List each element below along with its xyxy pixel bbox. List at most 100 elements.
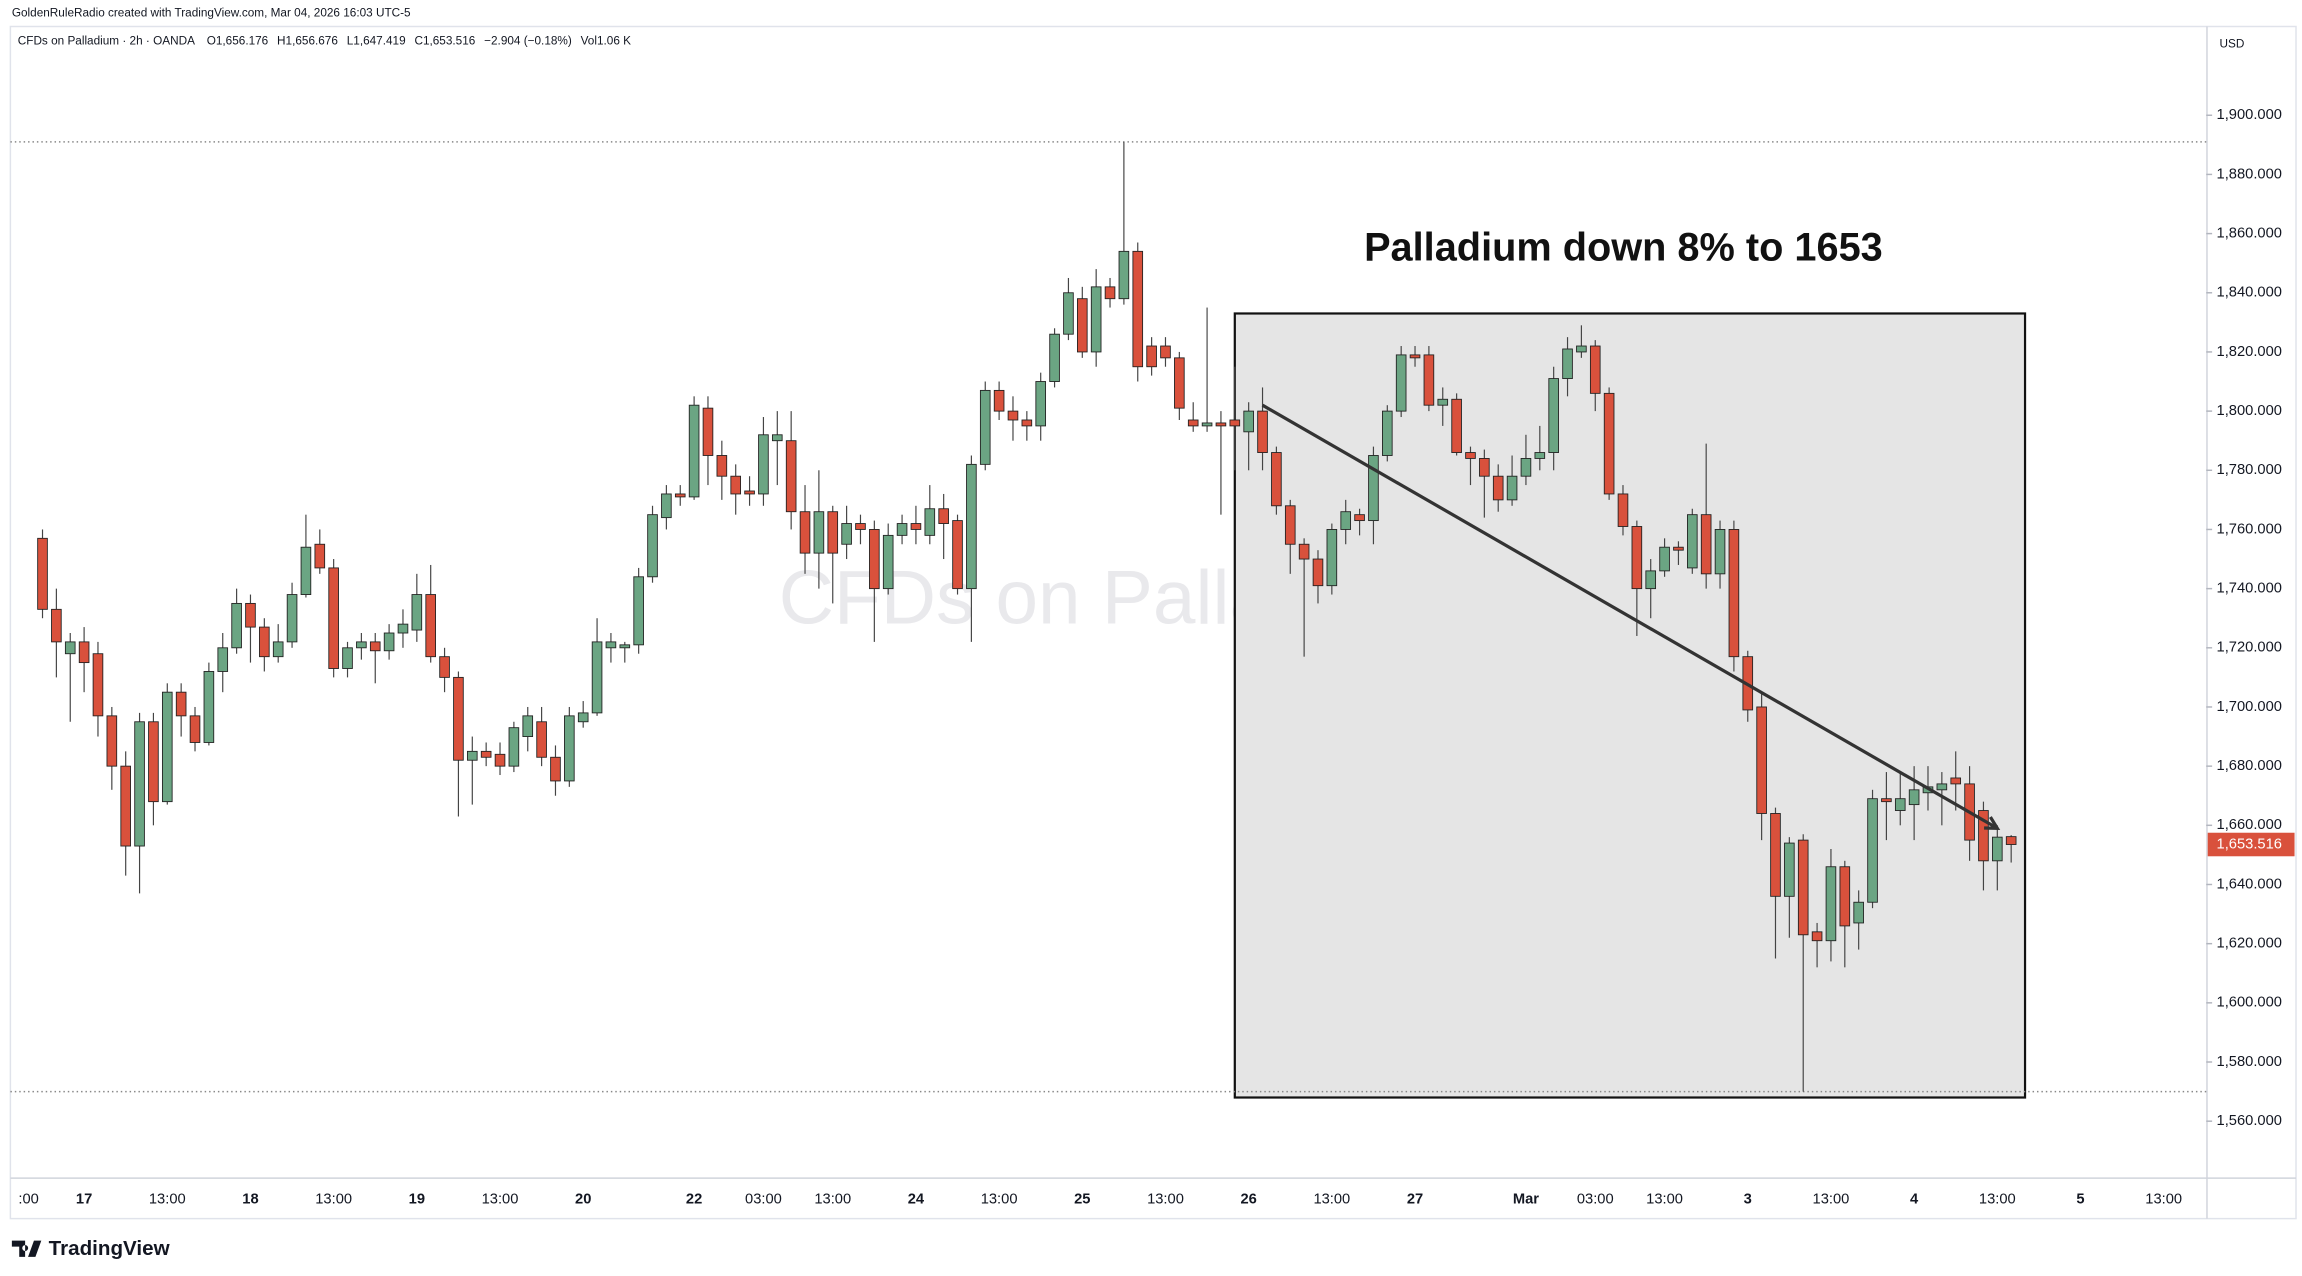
candle-body	[1700, 514, 1712, 575]
candle-body	[1437, 398, 1449, 406]
candle-body	[758, 434, 769, 495]
x-tick-label: 17	[76, 1191, 92, 1207]
trend-arrow	[1261, 403, 1999, 830]
candle-body	[286, 594, 298, 643]
candle-body	[1492, 475, 1504, 501]
y-tick-label: 1,760.000	[2217, 521, 2282, 537]
candle-body	[508, 727, 520, 767]
attribution: GoldenRuleRadio created with TradingView…	[12, 6, 411, 19]
y-tick-label: 1,620.000	[2217, 936, 2282, 952]
candle-body	[1562, 348, 1573, 380]
candle-body	[619, 644, 631, 649]
y-tick-label: 1,880.000	[2217, 166, 2282, 182]
x-tick-label: 18	[242, 1191, 258, 1207]
candle-body	[1506, 475, 1518, 501]
candle-body	[1243, 410, 1254, 433]
candle-body	[1451, 398, 1462, 453]
candle-body	[439, 656, 450, 678]
x-tick-label: Mar	[1513, 1191, 1539, 1207]
x-tick-label: 03:00	[745, 1191, 782, 1207]
candle-body	[1770, 813, 1781, 897]
candle-body	[369, 641, 381, 652]
ohlc-value: O1,656.176	[207, 34, 269, 47]
candle-body	[1853, 901, 1864, 924]
candle-body	[1049, 333, 1060, 382]
candle-body	[1797, 839, 1809, 936]
candle-body	[51, 608, 62, 643]
symbol: CFDs on Palladium · 2h · OANDA	[18, 34, 195, 47]
candle-body	[1409, 354, 1421, 359]
candle-body	[813, 511, 825, 554]
legend-header: CFDs on Palladium · 2h · OANDA O1,656.17…	[18, 34, 631, 47]
candle-body	[1368, 455, 1379, 522]
x-tick-label: 26	[1240, 1191, 1256, 1207]
y-tick-label: 1,720.000	[2217, 640, 2282, 656]
candle-body	[1894, 798, 1906, 811]
ohlc-value: L1,647.419	[347, 34, 406, 47]
candle-body	[869, 529, 880, 590]
candle-body	[217, 647, 229, 672]
chart-frame	[9, 25, 2297, 1220]
candle-body	[1284, 505, 1296, 545]
x-tick-label: 25	[1074, 1191, 1090, 1207]
candle-body	[1603, 392, 1615, 495]
candle-body	[1936, 783, 1948, 791]
x-tick-label: 13:00	[1813, 1191, 1850, 1207]
candle-body	[134, 721, 145, 847]
candle-body	[938, 508, 949, 524]
candle-body	[1312, 558, 1324, 587]
y-tick-label: 1,820.000	[2217, 344, 2282, 360]
y-tick-label: 1,660.000	[2217, 817, 2282, 833]
candle-body	[536, 721, 547, 758]
candle-body	[910, 523, 922, 530]
candle-body	[591, 641, 603, 714]
candle-body	[1077, 298, 1088, 353]
y-tick-label: 1,580.000	[2217, 1054, 2282, 1070]
candle-body	[1908, 789, 1920, 806]
candle-body	[744, 490, 755, 495]
x-tick-label: 13:00	[814, 1191, 851, 1207]
candle-body	[647, 514, 658, 578]
candle-body	[120, 765, 131, 847]
x-tick-label: 4	[1910, 1191, 1919, 1207]
candle-body	[300, 546, 312, 595]
candle-body	[577, 712, 589, 723]
candle-body	[550, 756, 561, 782]
x-tick-label: 13:00	[1147, 1191, 1184, 1207]
last-price-box	[2207, 832, 2295, 857]
x-tick-label: 13:00	[2145, 1191, 2182, 1207]
candle-body	[1229, 419, 1241, 427]
candle-body	[1867, 798, 1878, 903]
candle-body	[259, 626, 270, 658]
candle-body	[1645, 570, 1657, 590]
candle-body	[1728, 529, 1740, 658]
x-tick-label: 13:00	[482, 1191, 519, 1207]
candle-body	[272, 641, 284, 658]
candle-body	[564, 715, 575, 782]
x-tick-label: 22	[686, 1191, 702, 1207]
candle-body	[383, 632, 395, 652]
candle-body	[785, 440, 797, 513]
candle-body	[466, 750, 478, 761]
candle-body	[1271, 452, 1282, 507]
x-tick-label: 19	[409, 1191, 425, 1207]
ohlc-value: −2.904 (−0.18%)	[484, 34, 572, 47]
candle-body	[1465, 452, 1476, 459]
candle-body	[1326, 529, 1338, 587]
y-tick-label: 1,840.000	[2217, 285, 2282, 301]
x-tick-label: 3	[1744, 1191, 1752, 1207]
candle-body	[175, 691, 187, 717]
candle-body	[480, 750, 492, 758]
candle-body	[979, 389, 991, 465]
candle-body	[106, 715, 118, 767]
candle-body	[1340, 511, 1352, 530]
x-tick-label: 13:00	[1979, 1191, 2016, 1207]
y-tick-label: 1,780.000	[2217, 462, 2282, 478]
candle-body	[1160, 345, 1171, 359]
candle-body	[1881, 798, 1892, 803]
y-tick-label: 1,900.000	[2217, 107, 2282, 123]
candle-body	[1021, 419, 1033, 427]
candle-body	[78, 641, 90, 664]
x-tick-label: 27	[1407, 1191, 1423, 1207]
